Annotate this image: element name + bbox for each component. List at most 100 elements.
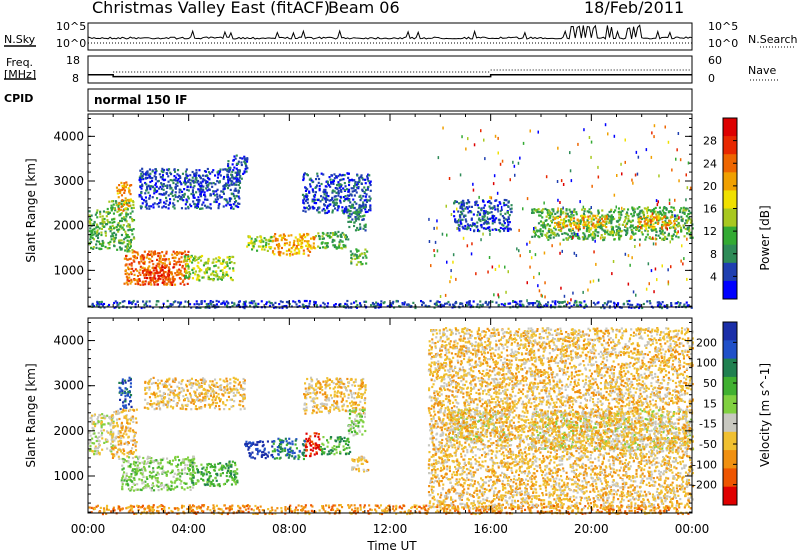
power-data-cell: [208, 206, 211, 209]
power-data-cell: [493, 174, 496, 178]
power-data-cell: [371, 301, 374, 305]
power-data-cell: [136, 300, 139, 303]
power-data-cell: [620, 213, 623, 216]
power-data-cell: [225, 300, 228, 303]
velocity-data-cell: [179, 463, 182, 466]
power-data-cell: [509, 228, 512, 231]
power-data-cell: [115, 233, 118, 236]
power-data-cell: [608, 210, 611, 214]
power-data-cell: [99, 222, 102, 225]
velocity-data-cell: [130, 394, 133, 397]
power-data-cell: [536, 230, 539, 233]
velocity-data-cell: [124, 400, 127, 403]
power-data-cell: [671, 215, 674, 218]
velocity-data-cell: [100, 420, 103, 424]
power-data-cell: [324, 185, 327, 188]
power-data-cell: [559, 213, 562, 216]
power-data-cell: [559, 251, 561, 255]
power-data-cell: [209, 194, 212, 197]
power-data-cell: [179, 303, 182, 306]
power-data-cell: [183, 188, 186, 191]
power-data-cell: [568, 228, 571, 231]
velocity-data-cell: [129, 382, 132, 385]
power-data-cell: [578, 301, 581, 304]
power-data-cell: [222, 258, 225, 261]
power-data-cell: [130, 272, 133, 276]
power-data-cell: [477, 210, 480, 213]
power-data-cell: [467, 199, 470, 202]
power-data-cell: [584, 223, 587, 227]
power-data-cell: [127, 266, 130, 269]
power-data-cell: [653, 290, 655, 294]
power-data-cell: [557, 222, 560, 226]
power-data-cell: [164, 259, 167, 262]
power-data-cell: [677, 222, 680, 225]
velocity-data-cell: [104, 438, 107, 441]
power-data-cell: [129, 306, 132, 309]
power-data-cell: [309, 207, 312, 210]
power-data-cell: [515, 301, 518, 304]
power-data-cell: [364, 248, 367, 251]
power-data-cell: [228, 170, 231, 173]
power-data-cell: [505, 203, 508, 206]
power-data-cell: [303, 198, 306, 201]
power-data-cell: [491, 222, 494, 225]
power-data-cell: [504, 265, 506, 269]
power-data-cell: [552, 233, 555, 236]
power-data-cell: [157, 279, 160, 282]
power-data-cell: [462, 227, 465, 230]
velocity-data-cell: [141, 467, 144, 470]
power-data-cell: [118, 214, 121, 217]
power-data-cell: [172, 280, 175, 283]
power-data-cell: [209, 301, 212, 304]
power-data-cell: [226, 262, 229, 265]
power-data-cell: [623, 302, 626, 305]
power-data-cell: [127, 273, 130, 276]
velocity-data-cell: [124, 395, 127, 398]
velocity-data-cell: [135, 470, 138, 473]
power-data-cell: [621, 172, 623, 176]
power-data-cell: [401, 303, 404, 306]
power-data-cell: [337, 189, 340, 192]
power-data-cell: [653, 226, 656, 229]
power-data-cell: [245, 170, 248, 173]
power-data-cell: [514, 173, 516, 177]
power-data-cell: [168, 261, 171, 264]
power-data-cell: [110, 207, 113, 210]
power-data-cell: [101, 242, 104, 245]
power-data-cell: [152, 272, 155, 275]
power-data-cell: [587, 215, 590, 218]
power-data-cell: [339, 195, 342, 198]
velocity-data-cell: [182, 461, 185, 464]
power-data-cell: [620, 162, 622, 166]
power-data-cell: [610, 219, 613, 222]
power-data-cell: [178, 263, 181, 266]
power-data-cell: [139, 180, 142, 183]
power-data-cell: [674, 198, 676, 202]
velocity-data-cell: [193, 462, 196, 465]
power-data-cell: [142, 199, 145, 202]
power-data-cell: [157, 277, 160, 280]
power-data-cell: [667, 140, 670, 144]
power-data-cell: [143, 303, 146, 306]
power-data-cell: [378, 303, 381, 307]
power-data-cell: [475, 200, 478, 203]
power-data-cell: [346, 211, 349, 214]
power-data-cell: [233, 183, 236, 186]
velocity-data-cell: [125, 480, 128, 483]
power-data-cell: [233, 262, 236, 265]
power-data-cell: [666, 306, 669, 310]
power-data-cell: [169, 202, 172, 205]
power-data-cell: [323, 188, 326, 191]
power-data-cell: [218, 202, 221, 206]
power-data-cell: [126, 283, 129, 286]
velocity-data-cell: [122, 401, 125, 404]
power-data-cell: [182, 274, 185, 277]
power-data-cell: [140, 187, 143, 190]
power-data-cell: [519, 254, 521, 258]
power-data-cell: [290, 247, 293, 250]
power-data-cell: [109, 221, 112, 224]
power-data-cell: [118, 188, 121, 191]
velocity-data-cell: [178, 459, 181, 462]
